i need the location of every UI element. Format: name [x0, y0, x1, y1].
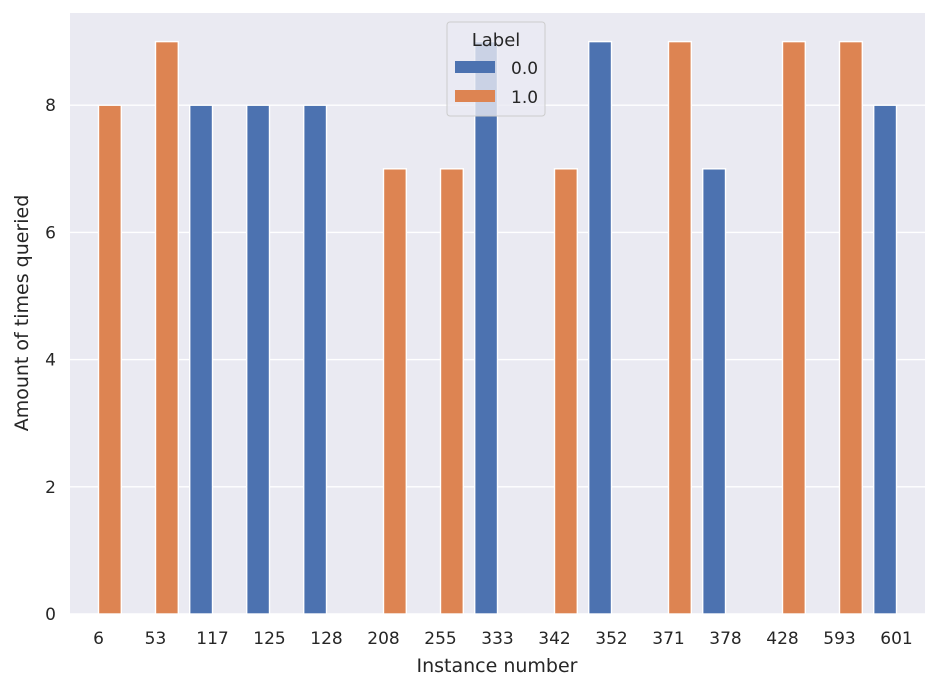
x-tick-label: 593 — [823, 629, 855, 649]
legend: Label 0.0 1.0 — [446, 21, 546, 117]
x-tick-label: 125 — [253, 629, 285, 649]
bar-378-label-0.0 — [702, 168, 727, 615]
bar-601-label-0.0 — [873, 104, 898, 615]
x-tick-label: 601 — [880, 629, 912, 649]
bar-352-label-0.0 — [588, 40, 613, 615]
x-tick-label: 255 — [424, 629, 456, 649]
y-tick-label: 6 — [45, 223, 56, 243]
x-tick-label: 117 — [196, 629, 228, 649]
y-tick-label: 0 — [45, 605, 56, 625]
bar-125-label-0.0 — [245, 104, 271, 615]
x-tick-label: 53 — [145, 629, 167, 649]
bar-371-label-1.0 — [667, 40, 692, 615]
bar-342-label-1.0 — [553, 168, 578, 615]
x-tick-label: 6 — [93, 629, 104, 649]
x-tick-label: 352 — [595, 629, 627, 649]
x-axis-label: Instance number — [416, 655, 577, 677]
y-tick-label: 2 — [45, 478, 56, 498]
y-tick-label: 4 — [45, 351, 56, 371]
bar-6-label-1.0 — [97, 104, 122, 615]
y-axis-ticks: 0 2 4 6 8 — [45, 96, 56, 625]
x-tick-label: 342 — [538, 629, 570, 649]
bar-428-label-1.0 — [781, 40, 806, 615]
x-tick-label: 371 — [652, 629, 684, 649]
bar-53-label-1.0 — [154, 40, 179, 615]
bar-128-label-0.0 — [303, 104, 328, 615]
x-tick-label: 128 — [310, 629, 342, 649]
legend-swatch-0.0 — [455, 61, 495, 73]
x-tick-label: 378 — [709, 629, 741, 649]
x-tick-label: 428 — [766, 629, 798, 649]
x-tick-label: 208 — [367, 629, 399, 649]
bar-208-label-1.0 — [382, 168, 407, 615]
legend-title: Label — [472, 30, 521, 51]
legend-swatch-1.0 — [455, 90, 495, 102]
bar-333-label-0.0 — [474, 40, 499, 615]
bar-593-label-1.0 — [838, 40, 863, 615]
legend-label-1.0: 1.0 — [511, 88, 538, 108]
x-axis-ticks: 6 53 117 125 128 208 255 333 342 352 371 378 428 593 6… — [93, 629, 913, 649]
y-axis-label: Amount of times queried — [11, 195, 33, 432]
x-tick-label: 333 — [481, 629, 513, 649]
legend-label-0.0: 0.0 — [511, 59, 538, 79]
bar-117-label-0.0 — [188, 104, 214, 615]
bar-255-label-1.0 — [439, 168, 464, 615]
bars — [97, 40, 898, 615]
y-tick-label: 8 — [45, 96, 56, 116]
